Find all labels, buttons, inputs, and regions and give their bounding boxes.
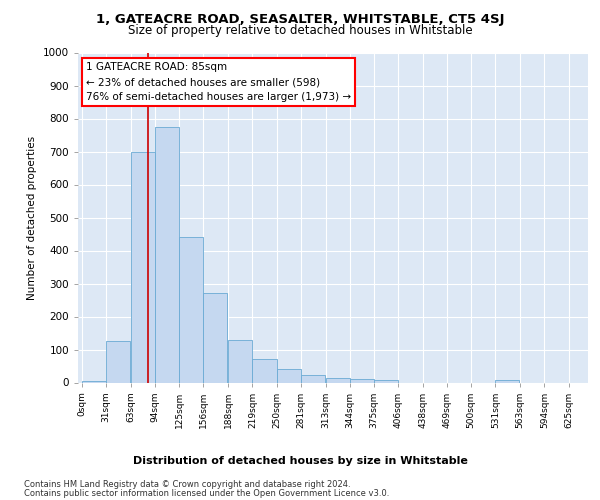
Bar	[179, 238, 203, 382]
Text: 1, GATEACRE ROAD, SEASALTER, WHITSTABLE, CT5 4SJ: 1, GATEACRE ROAD, SEASALTER, WHITSTABLE,…	[96, 12, 504, 26]
Text: Contains public sector information licensed under the Open Government Licence v3: Contains public sector information licen…	[24, 489, 389, 498]
Bar	[82, 381, 106, 382]
Text: 1 GATEACRE ROAD: 85sqm
← 23% of detached houses are smaller (598)
76% of semi-de: 1 GATEACRE ROAD: 85sqm ← 23% of detached…	[86, 62, 351, 102]
Bar	[374, 380, 398, 382]
Bar	[106, 341, 130, 382]
Bar	[131, 152, 155, 382]
Text: Size of property relative to detached houses in Whitstable: Size of property relative to detached ho…	[128, 24, 472, 37]
Text: Distribution of detached houses by size in Whitstable: Distribution of detached houses by size …	[133, 456, 467, 466]
Bar	[301, 375, 325, 382]
Bar	[253, 360, 277, 382]
Bar	[496, 380, 520, 382]
Bar	[326, 378, 350, 382]
Bar	[155, 126, 179, 382]
Y-axis label: Number of detached properties: Number of detached properties	[27, 136, 37, 300]
Bar	[350, 379, 374, 382]
Bar	[228, 340, 253, 382]
Text: Contains HM Land Registry data © Crown copyright and database right 2024.: Contains HM Land Registry data © Crown c…	[24, 480, 350, 489]
Bar	[203, 294, 227, 382]
Bar	[277, 370, 301, 382]
